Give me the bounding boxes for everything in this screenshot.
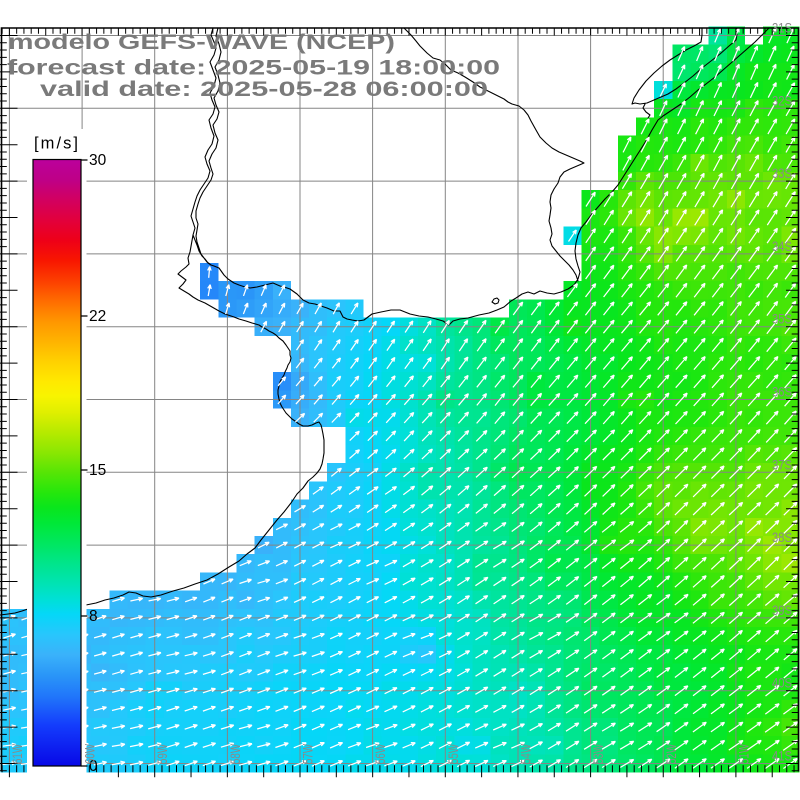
svg-text:30: 30 [89, 152, 107, 169]
svg-text:51W: 51W [735, 743, 751, 764]
svg-text:34S: 34S [772, 238, 792, 254]
svg-text:32S: 32S [772, 92, 792, 108]
svg-text:38S: 38S [772, 529, 792, 545]
svg-text:8: 8 [89, 608, 98, 625]
svg-text:56W: 56W [372, 743, 388, 764]
svg-text:valid date: 2025-05-28 06:00:0: valid date: 2025-05-28 06:00:00 [40, 78, 488, 101]
svg-text:[m/s]: [m/s] [34, 135, 78, 153]
svg-text:58W: 58W [227, 743, 243, 764]
svg-text:15: 15 [89, 462, 106, 479]
svg-text:57W: 57W [300, 743, 316, 764]
svg-text:61W: 61W [9, 743, 25, 764]
svg-text:37S: 37S [772, 456, 792, 472]
svg-text:33S: 33S [772, 165, 792, 181]
svg-text:52W: 52W [663, 743, 679, 764]
svg-text:modelo GEFS-WAVE (NCEP): modelo GEFS-WAVE (NCEP) [8, 31, 395, 54]
svg-text:31S: 31S [772, 20, 792, 36]
svg-text:40S: 40S [772, 675, 792, 691]
svg-text:35S: 35S [772, 311, 792, 327]
svg-text:0: 0 [89, 758, 98, 775]
svg-text:59W: 59W [154, 743, 170, 764]
svg-text:41S: 41S [772, 748, 792, 764]
svg-text:60W: 60W [82, 743, 98, 764]
svg-text:53W: 53W [590, 743, 606, 764]
svg-text:22: 22 [89, 308, 106, 325]
svg-text:54W: 54W [518, 743, 534, 764]
svg-text:55W: 55W [445, 743, 461, 764]
svg-text:forecast date: 2025-05-19 18:0: forecast date: 2025-05-19 18:00:00 [7, 57, 500, 80]
svg-text:39S: 39S [772, 602, 792, 618]
svg-text:36S: 36S [772, 384, 792, 400]
